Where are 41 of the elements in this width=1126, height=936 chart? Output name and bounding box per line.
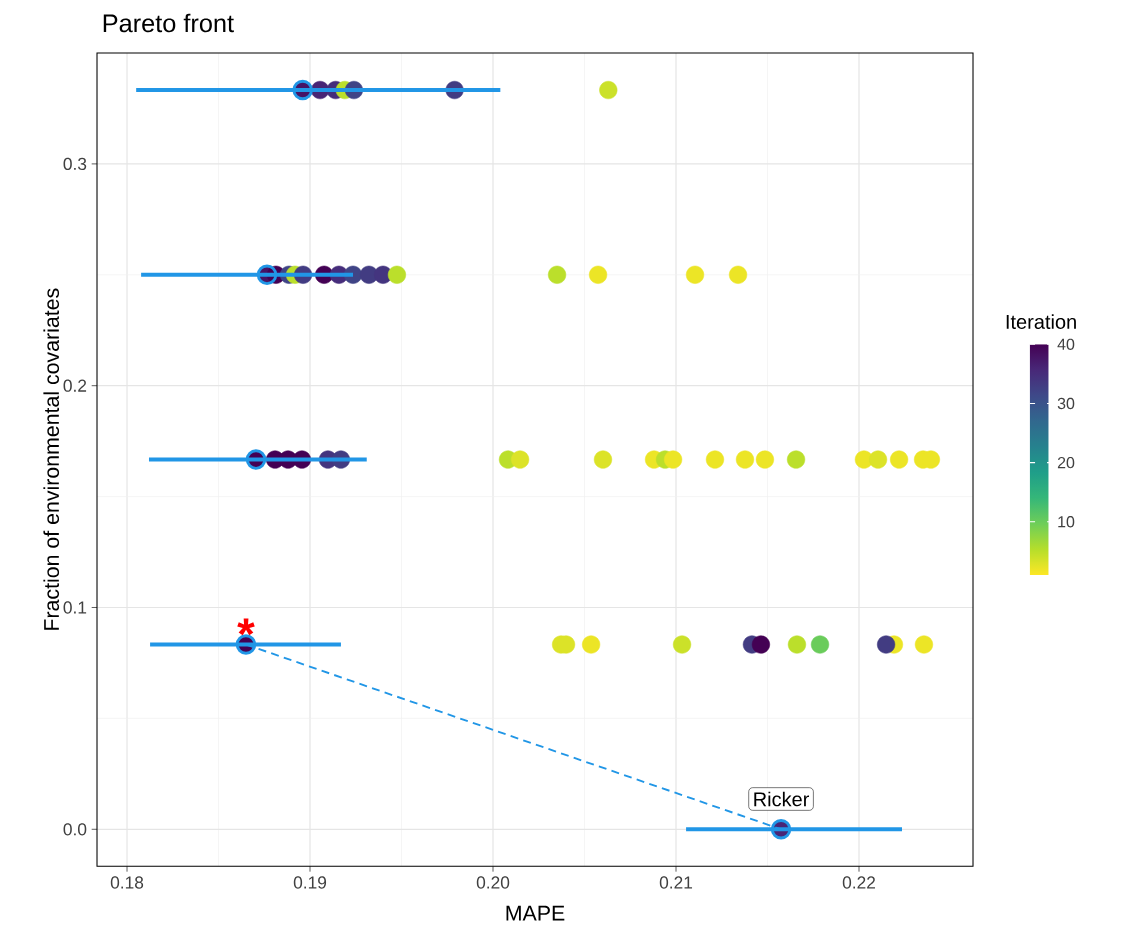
point — [787, 635, 807, 654]
y-tick-label: 0.3 — [63, 157, 87, 170]
x-tick-label: 0.21 — [659, 876, 693, 889]
color-bar-label: 40 — [1057, 338, 1075, 350]
x-tick-label: 0.19 — [293, 876, 327, 889]
point — [786, 450, 806, 469]
x-tick-label: 0.20 — [476, 876, 510, 889]
y-axis-title: Fraction of environmental covariates — [43, 288, 60, 630]
point — [511, 450, 530, 469]
color-bar-label: 20 — [1057, 456, 1075, 469]
point — [735, 450, 755, 469]
point — [751, 635, 770, 654]
chart-title: Pareto front — [103, 13, 234, 33]
point — [705, 450, 725, 469]
point — [672, 635, 692, 654]
point — [599, 80, 618, 99]
point — [810, 635, 830, 654]
point — [547, 265, 567, 284]
annotation: Ricker — [754, 791, 810, 807]
color-bar-title: Iteration — [1006, 314, 1076, 329]
color-bar-label: 30 — [1057, 397, 1075, 409]
point — [387, 265, 407, 284]
point — [728, 265, 748, 284]
x-tick-label: 0.22 — [842, 876, 875, 889]
x-axis-title: MAPE — [506, 905, 565, 921]
point — [593, 450, 613, 469]
y-tick-label: 0.2 — [63, 379, 87, 392]
point — [582, 635, 601, 654]
annotation: * — [237, 618, 255, 636]
point — [868, 450, 888, 469]
point — [588, 265, 608, 284]
point — [664, 450, 683, 469]
y-tick-label: 0.0 — [63, 822, 87, 836]
point — [914, 635, 934, 654]
color-bar-label: 10 — [1058, 515, 1075, 528]
x-tick-label: 0.18 — [110, 876, 144, 889]
y-tick-label: 0.1 — [63, 601, 87, 614]
point — [890, 450, 909, 469]
point — [877, 635, 896, 654]
point — [685, 265, 705, 284]
point — [755, 450, 775, 469]
